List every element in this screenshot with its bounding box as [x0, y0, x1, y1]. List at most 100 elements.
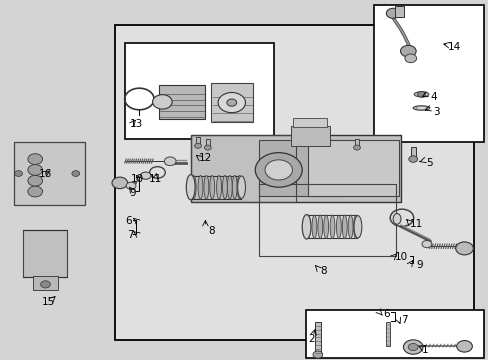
Bar [23, 230, 67, 277]
Text: 11: 11 [409, 219, 423, 229]
Text: 10: 10 [394, 252, 407, 262]
Text: 7: 7 [401, 315, 407, 325]
Circle shape [15, 171, 22, 176]
Ellipse shape [323, 215, 328, 239]
Ellipse shape [311, 215, 316, 239]
Circle shape [28, 175, 42, 186]
Bar [196, 137, 200, 146]
Bar [354, 139, 358, 148]
Bar [394, 6, 404, 17]
Ellipse shape [336, 215, 341, 239]
Bar [124, 43, 273, 139]
Text: 9: 9 [415, 260, 422, 270]
Circle shape [312, 351, 322, 358]
Ellipse shape [317, 215, 322, 239]
Text: 9: 9 [129, 188, 136, 198]
Ellipse shape [329, 215, 334, 239]
Text: 10: 10 [130, 174, 143, 184]
Text: 1: 1 [421, 345, 428, 355]
Circle shape [417, 91, 425, 97]
Bar [205, 139, 209, 148]
Bar [159, 85, 205, 119]
Bar [259, 184, 395, 256]
Ellipse shape [353, 216, 361, 238]
Text: 3: 3 [432, 107, 439, 117]
Text: 7: 7 [126, 230, 133, 240]
Bar [307, 140, 398, 196]
Circle shape [72, 171, 80, 176]
Text: 5: 5 [425, 158, 432, 168]
Text: 2: 2 [307, 334, 314, 344]
Circle shape [408, 156, 417, 162]
Ellipse shape [413, 92, 428, 97]
Ellipse shape [392, 213, 400, 224]
Ellipse shape [305, 215, 310, 239]
Text: 6: 6 [124, 216, 131, 226]
Bar [410, 147, 415, 158]
Text: 15: 15 [42, 297, 56, 307]
Ellipse shape [203, 176, 208, 199]
Circle shape [28, 186, 42, 197]
Circle shape [456, 341, 471, 352]
Circle shape [28, 165, 42, 175]
Text: 13: 13 [129, 119, 142, 129]
Text: 6: 6 [382, 309, 389, 319]
Circle shape [404, 54, 416, 63]
Bar [115, 25, 473, 340]
Text: 8: 8 [320, 266, 326, 276]
Ellipse shape [222, 176, 227, 199]
Circle shape [218, 93, 245, 113]
Text: 14: 14 [447, 42, 461, 52]
Ellipse shape [140, 172, 151, 179]
Bar [386, 322, 389, 346]
Ellipse shape [237, 176, 245, 198]
Text: 4: 4 [430, 92, 437, 102]
Circle shape [194, 143, 201, 148]
Circle shape [204, 145, 211, 150]
Circle shape [164, 157, 176, 166]
Circle shape [255, 153, 302, 187]
Ellipse shape [353, 215, 358, 239]
Ellipse shape [186, 175, 195, 200]
Ellipse shape [216, 176, 221, 199]
Circle shape [400, 45, 415, 57]
Ellipse shape [342, 215, 346, 239]
Circle shape [455, 242, 472, 255]
Circle shape [403, 340, 422, 354]
Ellipse shape [302, 215, 310, 239]
Circle shape [353, 145, 360, 150]
Bar [259, 140, 346, 196]
Circle shape [112, 177, 127, 189]
Ellipse shape [347, 215, 352, 239]
Circle shape [41, 281, 50, 288]
Circle shape [152, 95, 172, 109]
Circle shape [407, 343, 417, 351]
Circle shape [226, 99, 236, 106]
Bar [14, 142, 84, 205]
Text: 12: 12 [198, 153, 212, 163]
Bar [314, 322, 320, 355]
Circle shape [264, 160, 292, 180]
Circle shape [386, 8, 399, 18]
Bar [305, 310, 483, 358]
Ellipse shape [198, 176, 203, 199]
Ellipse shape [237, 176, 242, 199]
Text: 11: 11 [148, 174, 162, 184]
Bar [190, 135, 295, 202]
Bar [33, 276, 58, 290]
Ellipse shape [227, 176, 232, 199]
Ellipse shape [209, 176, 214, 199]
Ellipse shape [232, 176, 237, 199]
Text: 8: 8 [207, 226, 214, 236]
Bar [190, 135, 400, 202]
Ellipse shape [191, 176, 196, 199]
Bar [373, 5, 483, 142]
Circle shape [28, 154, 42, 165]
Circle shape [126, 182, 136, 189]
Circle shape [421, 240, 431, 248]
Bar [211, 83, 252, 122]
Bar [290, 126, 329, 146]
Text: 16: 16 [38, 168, 52, 179]
Ellipse shape [415, 107, 427, 109]
Bar [293, 118, 326, 127]
